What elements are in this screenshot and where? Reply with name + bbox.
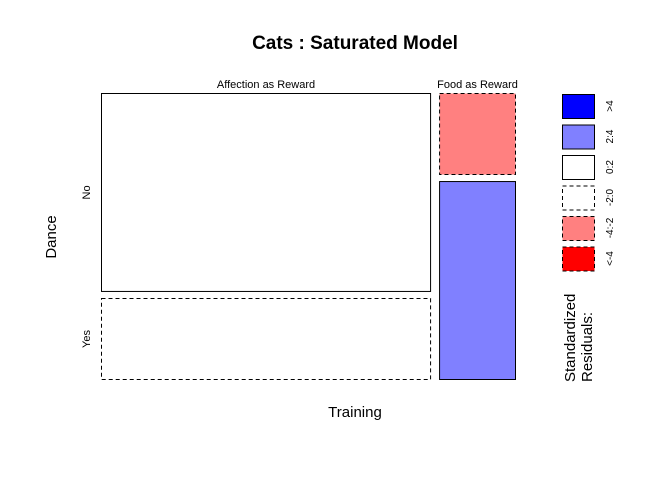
legend-swatch-2: [562, 155, 595, 180]
chart-title: Cats : Saturated Model: [252, 33, 458, 54]
column-label-food-as-reward: Food as Reward: [437, 79, 518, 91]
legend-swatch-0: [562, 94, 595, 119]
legend-label-1: 2:4: [605, 129, 616, 143]
mosaic-cell-affection-as-reward-yes: [101, 297, 432, 380]
column-label-affection-as-reward: Affection as Reward: [217, 79, 315, 91]
legend-swatch-4: [562, 216, 595, 241]
x-axis-label: Training: [328, 404, 382, 421]
legend-title-line2: Residuals:: [579, 312, 596, 382]
y-axis-label: Dance: [43, 215, 60, 258]
legend-label-0: >4: [605, 100, 616, 112]
legend-swatch-3: [562, 185, 595, 211]
legend-swatch-1: [562, 124, 595, 150]
mosaic-cell-food-as-reward-no: [439, 93, 516, 176]
legend-label-3: -2:0: [605, 188, 616, 206]
legend-label-2: 0:2: [605, 160, 616, 174]
legend-label-5: <-4: [605, 251, 616, 266]
mosaic-cell-affection-as-reward-no: [101, 93, 432, 292]
mosaic-cell-food-as-reward-yes: [439, 181, 516, 380]
row-label-no: No: [81, 185, 93, 199]
legend-label-4: -4:-2: [605, 217, 616, 238]
row-label-yes: Yes: [81, 330, 93, 348]
legend-title-line1: Standardized: [562, 294, 579, 382]
legend-swatch-5: [562, 246, 595, 272]
